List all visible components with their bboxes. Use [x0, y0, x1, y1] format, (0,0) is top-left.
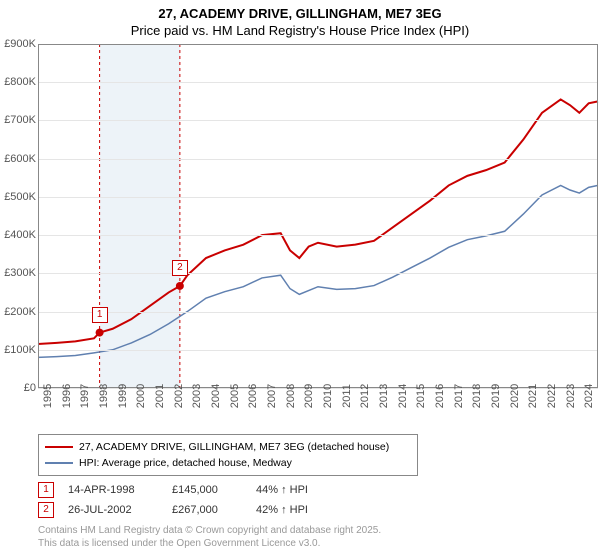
x-axis-label: 2004 [210, 384, 222, 408]
y-axis-label: £600K [4, 153, 36, 165]
x-axis-label: 2007 [266, 384, 278, 408]
transaction-pct: 44% ↑ HPI [256, 484, 346, 496]
x-axis-label: 2023 [565, 384, 577, 408]
legend-box: 27, ACADEMY DRIVE, GILLINGHAM, ME7 3EG (… [38, 434, 418, 476]
x-axis-label: 2010 [322, 384, 334, 408]
chart-svg [38, 44, 598, 388]
gridline [38, 350, 598, 351]
transaction-price: £145,000 [172, 484, 242, 496]
transaction-marker: 1 [38, 482, 54, 498]
gridline [38, 120, 598, 121]
transaction-price: £267,000 [172, 504, 242, 516]
x-axis-label: 2002 [173, 384, 185, 408]
marker-dot [176, 282, 184, 290]
gridline [38, 235, 598, 236]
gridline [38, 159, 598, 160]
footer-line-2: This data is licensed under the Open Gov… [38, 537, 381, 550]
chart-container: 27, ACADEMY DRIVE, GILLINGHAM, ME7 3EG P… [0, 0, 600, 560]
footer-line-1: Contains HM Land Registry data © Crown c… [38, 524, 381, 537]
y-axis-label: £700K [4, 114, 36, 126]
gridline [38, 273, 598, 274]
x-axis-label: 1995 [42, 384, 54, 408]
y-axis-label: £800K [4, 76, 36, 88]
y-axis-label: £0 [24, 382, 36, 394]
x-axis-label: 2001 [154, 384, 166, 408]
x-axis-label: 1998 [98, 384, 110, 408]
y-axis-label: £500K [4, 191, 36, 203]
plot-area [38, 44, 598, 388]
x-axis-label: 2000 [135, 384, 147, 408]
x-axis-label: 2003 [191, 384, 203, 408]
marker-label: 2 [172, 260, 188, 276]
marker-dot [96, 329, 104, 337]
y-axis-label: £300K [4, 267, 36, 279]
legend-item: HPI: Average price, detached house, Medw… [45, 455, 411, 471]
x-axis-label: 2018 [471, 384, 483, 408]
series-line-hpi [38, 185, 598, 357]
y-axis-label: £400K [4, 229, 36, 241]
transaction-pct: 42% ↑ HPI [256, 504, 346, 516]
x-axis-label: 2012 [359, 384, 371, 408]
x-axis-label: 2013 [378, 384, 390, 408]
transaction-date: 26-JUL-2002 [68, 504, 158, 516]
x-axis-label: 2006 [247, 384, 259, 408]
x-axis-label: 2015 [415, 384, 427, 408]
legend-label: 27, ACADEMY DRIVE, GILLINGHAM, ME7 3EG (… [79, 441, 389, 453]
y-axis-label: £200K [4, 306, 36, 318]
gridline [38, 312, 598, 313]
transaction-row: 2 26-JUL-2002 £267,000 42% ↑ HPI [38, 500, 346, 520]
x-axis-label: 2009 [303, 384, 315, 408]
x-axis-label: 2014 [397, 384, 409, 408]
x-axis-label: 2019 [490, 384, 502, 408]
x-axis-label: 2017 [453, 384, 465, 408]
x-axis-label: 2005 [229, 384, 241, 408]
x-axis-label: 2024 [583, 384, 595, 408]
transactions-table: 1 14-APR-1998 £145,000 44% ↑ HPI 2 26-JUL-200… [38, 480, 346, 520]
x-axis-label: 1997 [79, 384, 91, 408]
x-axis-label: 2016 [434, 384, 446, 408]
x-axis-label: 2021 [527, 384, 539, 408]
legend-item: 27, ACADEMY DRIVE, GILLINGHAM, ME7 3EG (… [45, 439, 411, 455]
chart-title-address: 27, ACADEMY DRIVE, GILLINGHAM, ME7 3EG [0, 0, 600, 21]
chart-subtitle: Price paid vs. HM Land Registry's House … [0, 21, 600, 38]
x-axis-label: 1996 [61, 384, 73, 408]
y-axis-label: £900K [4, 38, 36, 50]
footer-attribution: Contains HM Land Registry data © Crown c… [38, 524, 381, 550]
gridline [38, 197, 598, 198]
x-axis-label: 1999 [117, 384, 129, 408]
legend-swatch [45, 462, 73, 464]
marker-label: 1 [92, 307, 108, 323]
x-axis-label: 2011 [341, 384, 353, 408]
x-axis-label: 2022 [546, 384, 558, 408]
gridline [38, 44, 598, 45]
legend-swatch [45, 446, 73, 448]
gridline [38, 82, 598, 83]
x-axis-label: 2020 [509, 384, 521, 408]
y-axis-label: £100K [4, 344, 36, 356]
legend-label: HPI: Average price, detached house, Medw… [79, 457, 292, 469]
transaction-marker: 2 [38, 502, 54, 518]
transaction-date: 14-APR-1998 [68, 484, 158, 496]
x-axis-label: 2008 [285, 384, 297, 408]
transaction-row: 1 14-APR-1998 £145,000 44% ↑ HPI [38, 480, 346, 500]
